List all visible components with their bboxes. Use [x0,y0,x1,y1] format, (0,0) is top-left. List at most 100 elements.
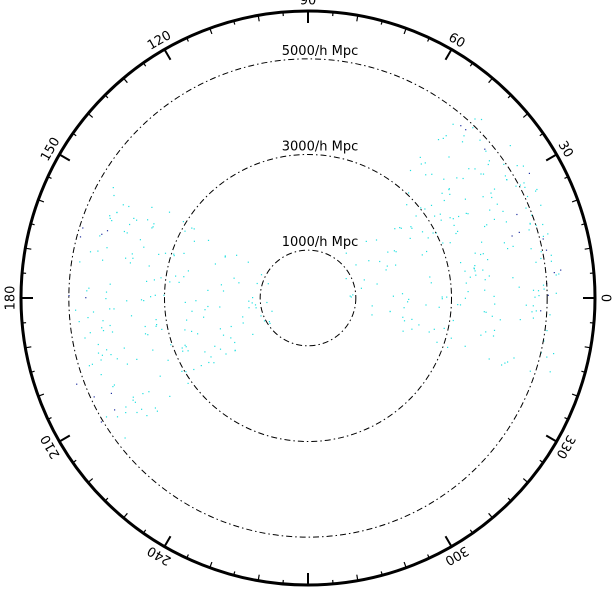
data-point [260,315,262,317]
data-point [515,185,517,187]
data-point [430,204,433,206]
data-point [159,375,161,377]
data-point [555,292,557,294]
data-point [183,276,185,278]
data-point [132,396,134,398]
data-point [204,309,206,311]
data-point [485,311,487,313]
data-point [425,304,427,306]
data-point [409,169,412,172]
data-point [85,297,87,299]
data-point [421,231,424,233]
data-point [428,331,430,333]
data-point [532,289,535,291]
data-point [535,261,537,263]
data-point [152,349,154,351]
angle-tick [545,434,558,443]
data-point [445,135,447,137]
data-point [254,304,257,306]
data-point [516,213,518,216]
data-point [355,264,357,266]
data-point [507,361,509,363]
data-point [553,272,555,274]
data-point [421,254,423,256]
data-point [553,353,555,355]
data-point [546,330,548,332]
radial-ring-3000 [164,154,452,442]
angle-tick [581,223,586,226]
data-point [146,280,148,282]
data-point [394,228,396,230]
data-point [452,123,454,125]
data-point [455,232,457,235]
data-point [155,325,157,327]
angle-tick [72,459,77,464]
data-point [482,253,484,255]
data-point [268,321,270,323]
data-point [148,391,150,393]
data-point [134,401,136,403]
angle-tick [87,478,94,483]
data-point [499,319,501,321]
data-point [543,340,545,342]
data-point [411,318,413,320]
data-point [385,269,387,271]
data-point [532,317,534,319]
angle-tick [25,346,32,349]
data-point [438,306,440,308]
data-point [409,237,411,239]
data-point [129,262,131,264]
angle-tick [142,62,147,67]
data-point [263,320,266,322]
data-point [512,245,514,247]
data-point [125,257,127,259]
data-point [464,270,466,272]
data-point [528,172,530,174]
data-point [207,239,210,241]
data-point [222,334,225,336]
data-point [465,282,467,284]
data-point [167,359,169,361]
data-point [183,252,185,254]
data-point [123,230,125,233]
data-point [408,192,410,194]
angle-tick [163,535,172,548]
data-point [441,192,443,194]
data-point [164,252,167,254]
angle-tick [469,529,474,534]
angle-tick [87,113,94,118]
data-point [158,253,160,255]
data-point [79,261,81,263]
data-point [426,250,428,253]
data-point [365,240,367,242]
data-point [519,319,521,321]
data-point [125,406,127,408]
data-point [530,248,532,250]
data-point [419,156,421,158]
data-point [236,254,238,256]
data-point [536,188,538,191]
angle-tick [233,571,236,576]
data-point [411,227,413,229]
data-point [191,310,193,312]
data-point [542,238,544,240]
data-point [155,319,157,321]
data-point [549,371,551,373]
data-point [424,208,426,210]
data-point [132,257,134,259]
data-point [475,274,477,276]
data-point [407,301,409,303]
angle-tick [257,574,260,581]
data-point [547,294,549,296]
data-point [446,296,448,298]
data-point [128,205,130,208]
data-point [489,209,491,211]
angle-tick [186,554,189,559]
data-point [410,226,412,228]
data-point [269,322,271,324]
data-point [132,399,134,401]
angle-tick [186,37,189,42]
data-point [540,352,542,354]
data-point [93,396,95,398]
